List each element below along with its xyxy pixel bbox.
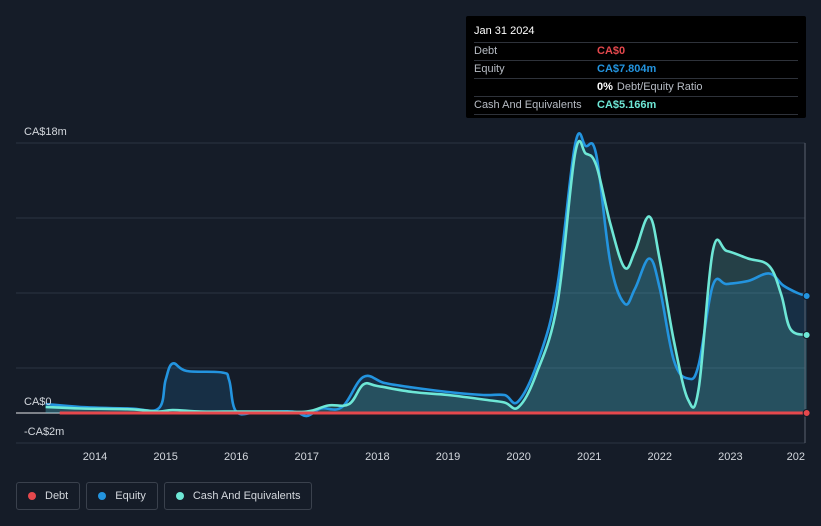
- series-line-equity: [45, 132, 807, 418]
- tooltip-row-debt: Debt CA$0: [474, 43, 798, 61]
- series-area-equity: [45, 133, 807, 417]
- x-tick-label: 2020: [506, 451, 530, 463]
- series-lines: [45, 132, 808, 418]
- y-tick-label: CA$0: [24, 396, 52, 408]
- tooltip-debt-value: CA$0: [597, 45, 626, 57]
- tooltip-panel: Jan 31 2024 Debt CA$0 Equity CA$7.804m 0…: [466, 16, 806, 118]
- series-areas: [45, 133, 807, 417]
- legend-dot-equity: [98, 492, 107, 500]
- legend-label-equity: Equity: [115, 490, 146, 502]
- x-tick-label: 2018: [365, 451, 389, 463]
- tooltip-row-equity: Equity CA$7.804m: [474, 61, 798, 79]
- end-marker-cash: [802, 331, 811, 339]
- tooltip-row-ratio: 0% Debt/Equity Ratio: [474, 79, 798, 97]
- y-tick-label: CA$18m: [24, 126, 67, 138]
- x-tick-label: 2016: [224, 451, 248, 463]
- tooltip-cash-value: CA$5.166m: [597, 99, 657, 111]
- tooltip-equity-value: CA$7.804m: [597, 63, 657, 75]
- tooltip-equity-label: Equity: [474, 63, 505, 75]
- x-axis-labels: 2014 2015 2016 2017 2018 2019 2020 2021 2022 2023…: [83, 451, 805, 463]
- x-tick-label: 2021: [577, 451, 601, 463]
- y-tick-label: -CA$2m: [24, 426, 64, 438]
- end-marker-debt: [802, 409, 811, 417]
- legend-dot-debt: [28, 492, 36, 500]
- series-area-cash: [45, 140, 807, 414]
- tooltip-ratio-label: Debt/Equity Ratio: [616, 81, 703, 93]
- end-marker-equity: [802, 292, 811, 300]
- legend-item-debt[interactable]: Debt: [16, 482, 81, 510]
- x-tick-label: 202: [787, 451, 805, 463]
- tooltip-debt-label: Debt: [474, 45, 498, 57]
- x-tick-label: 2015: [153, 451, 177, 463]
- tooltip-cash-label: Cash And Equivalents: [474, 99, 582, 111]
- tooltip-row-cash: Cash And Equivalents CA$5.166m: [474, 97, 798, 115]
- y-axis-labels: CA$18m CA$0 -CA$2m: [24, 126, 67, 438]
- legend-dot-cash: [175, 492, 184, 500]
- legend-label-debt: Debt: [45, 490, 69, 502]
- series-end-markers: [802, 292, 811, 417]
- x-tick-label: 2014: [83, 451, 107, 463]
- x-tick-label: 2023: [718, 451, 742, 463]
- legend-label-cash: Cash And Equivalents: [192, 490, 301, 502]
- legend-item-equity[interactable]: Equity: [86, 482, 158, 510]
- x-tick-label: 2022: [648, 451, 672, 463]
- legend: Debt Equity Cash And Equivalents: [16, 482, 313, 510]
- legend-item-cash[interactable]: Cash And Equivalents: [163, 482, 313, 510]
- x-tick-label: 2019: [436, 451, 460, 463]
- tooltip-date: Jan 31 2024: [474, 24, 798, 43]
- x-tick-label: 2017: [295, 451, 319, 463]
- series-line-cash: [45, 139, 808, 414]
- tooltip-ratio-value: 0%: [597, 81, 613, 93]
